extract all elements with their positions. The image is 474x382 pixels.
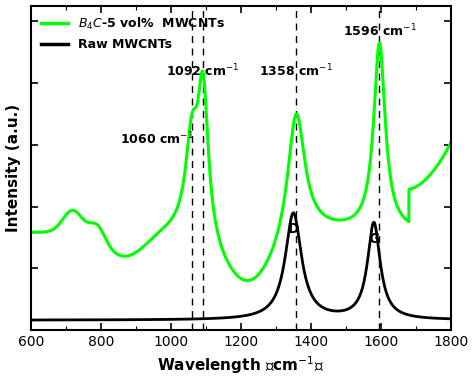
Text: G: G xyxy=(368,231,380,246)
X-axis label: Wavelength （cm$^{-1}$）: Wavelength （cm$^{-1}$） xyxy=(157,355,324,376)
Text: D: D xyxy=(288,222,299,236)
Text: 1596 cm$^{-1}$: 1596 cm$^{-1}$ xyxy=(343,23,416,39)
Text: 1358 cm$^{-1}$: 1358 cm$^{-1}$ xyxy=(259,63,333,80)
Text: 1092 cm$^{-1}$: 1092 cm$^{-1}$ xyxy=(166,63,240,80)
Y-axis label: Intensity (a.u.): Intensity (a.u.) xyxy=(6,104,20,232)
Legend: $B_4C$-5 vol%  MWCNTs, Raw MWCNTs: $B_4C$-5 vol% MWCNTs, Raw MWCNTs xyxy=(37,12,229,55)
Text: 1060 cm$^{-1}$: 1060 cm$^{-1}$ xyxy=(120,131,194,148)
